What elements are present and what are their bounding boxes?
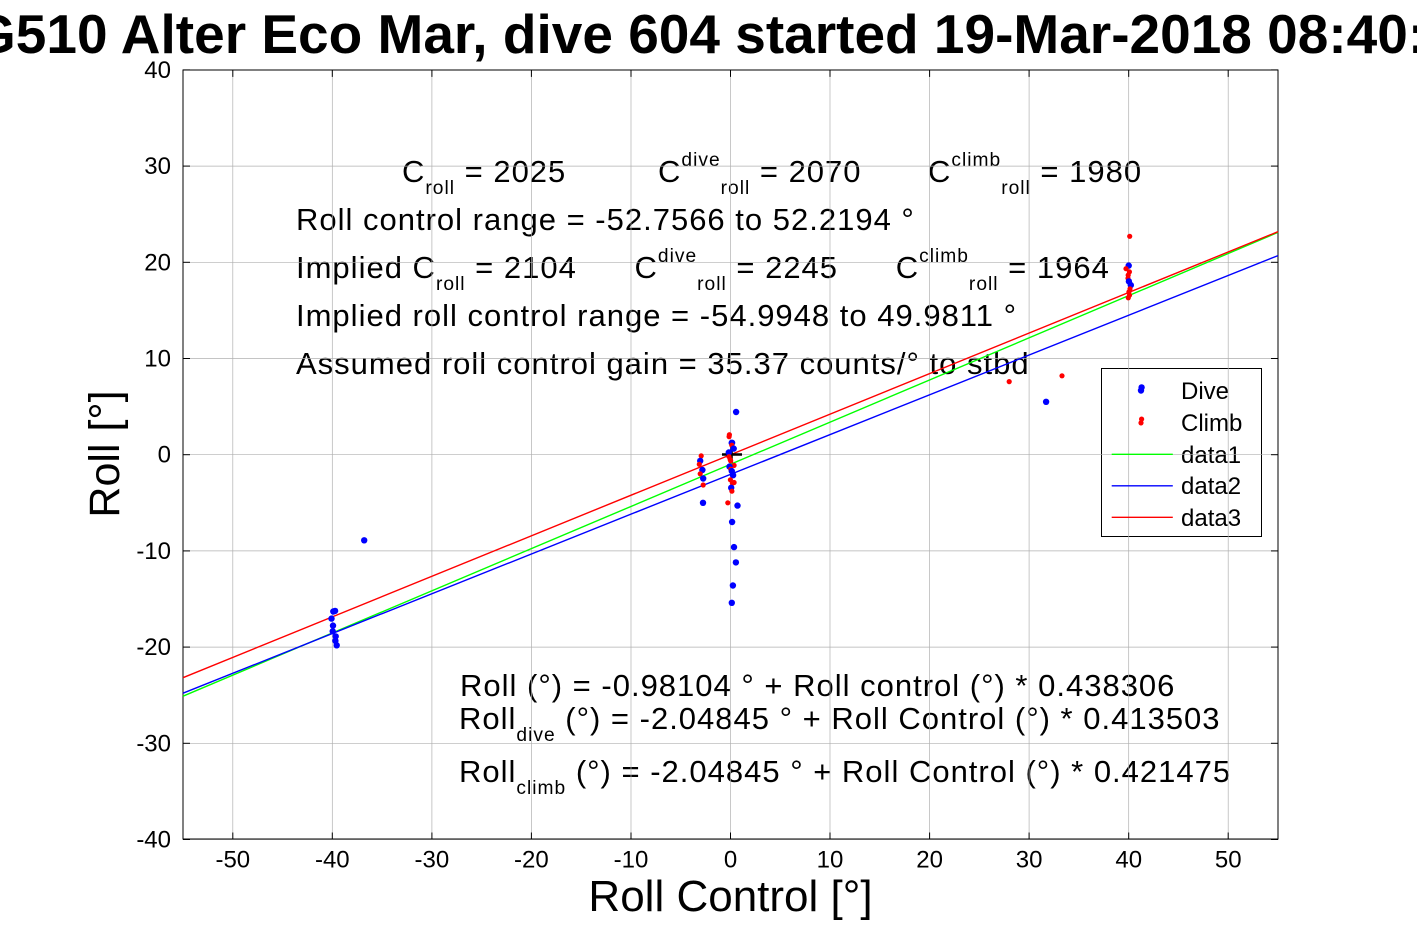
svg-text:-30: -30	[136, 730, 171, 757]
svg-text:-10: -10	[614, 847, 649, 874]
svg-text:-20: -20	[514, 847, 549, 874]
svg-text:-50: -50	[215, 847, 250, 874]
svg-text:40: 40	[1115, 847, 1142, 874]
svg-text:0: 0	[724, 847, 737, 874]
svg-text:20: 20	[144, 249, 171, 276]
svg-text:30: 30	[1016, 847, 1043, 874]
svg-text:20: 20	[916, 847, 943, 874]
svg-text:10: 10	[144, 346, 171, 373]
svg-text:-10: -10	[136, 538, 171, 565]
svg-text:10: 10	[817, 847, 844, 874]
svg-text:50: 50	[1215, 847, 1242, 874]
svg-text:-20: -20	[136, 634, 171, 661]
svg-text:-30: -30	[415, 847, 450, 874]
svg-text:30: 30	[144, 153, 171, 180]
svg-text:-40: -40	[136, 827, 171, 854]
svg-text:-40: -40	[315, 847, 350, 874]
svg-text:40: 40	[144, 57, 171, 84]
svg-text:0: 0	[158, 442, 171, 469]
